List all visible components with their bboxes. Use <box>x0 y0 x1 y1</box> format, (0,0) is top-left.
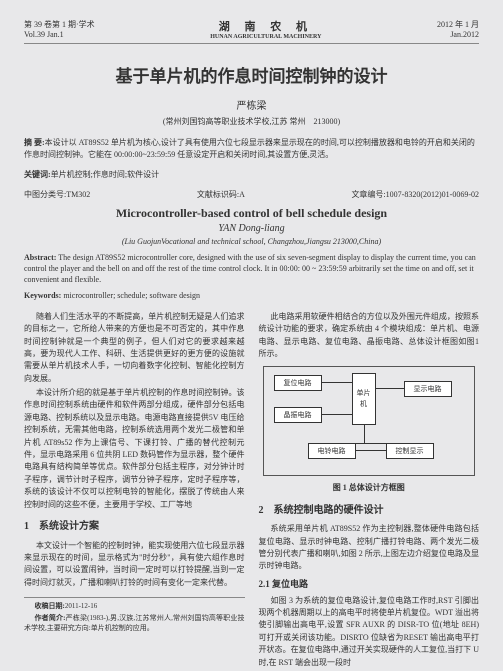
article-title-en: Microcontroller-based control of bell sc… <box>24 206 479 221</box>
abstract-en: Abstract: The design AT89S52 microcontro… <box>24 252 479 286</box>
journal-en: HUNAN AGRICULTURAL MACHINERY <box>210 34 321 40</box>
author-en: YAN Dong-liang <box>24 223 479 234</box>
article-no: 文章编号:1007-8320(2012)01-0069-02 <box>351 189 479 200</box>
page-header: 第 39 卷第 1 期·学术 Vol.39 Jan.1 湖 南 农 机 HUNA… <box>24 18 479 44</box>
header-date: 2012 年 1 月 Jan.2012 <box>437 19 479 39</box>
para: 本文设计一个智能的控制时钟，能实现使用六位七段显示器来显示现在的时间，显示格式为… <box>24 540 245 590</box>
para: 随着人们生活水平的不断提高，单片机控制无疑是人们追求的目标之一，它所给人带来的方… <box>24 311 245 385</box>
footer-info: 收稿日期:2011-12-16 作者简介:严栋梁(1983-),男,汉族,江苏常… <box>24 597 245 633</box>
clc: 中图分类号:TM302 <box>24 189 90 200</box>
abstract-cn-text: 本设计以 AT89S52 单片机为核心,设计了具有使用六位七段显示器来显示现在的… <box>24 138 475 159</box>
section-heading-1: 1 系统设计方案 <box>24 519 245 535</box>
keywords-cn-label: 关键词: <box>24 170 51 179</box>
box-display: 显示电路 <box>404 381 452 397</box>
header-volume: 第 39 卷第 1 期·学术 Vol.39 Jan.1 <box>24 19 95 39</box>
affiliation-en: (Liu GuojunVocational and technical scho… <box>24 237 479 246</box>
author-cn: 严栋梁 <box>24 97 479 112</box>
doc-code: 文献标识码:A <box>197 189 245 200</box>
connector <box>322 414 352 415</box>
subsection-heading-21: 2.1 复位电路 <box>259 578 480 592</box>
connector <box>364 425 365 443</box>
box-mcu: 单片机 <box>352 373 376 425</box>
figure-1-caption: 图 1 总体设计方框图 <box>259 482 480 494</box>
box-reset: 复位电路 <box>274 375 322 391</box>
keywords-cn: 关键词:单片机控制;作息时间;软件设计 <box>24 169 479 181</box>
box-bell: 电铃电路 <box>308 443 356 459</box>
affiliation-cn: (常州刘国钧高等职业技术学校,江苏 常州 213000) <box>24 116 479 127</box>
date-line-cn: 2012 年 1 月 <box>437 19 479 30</box>
vol-line-en: Vol.39 Jan.1 <box>24 30 95 39</box>
abstract-en-text: The design AT89S52 microcontroller core,… <box>24 253 476 284</box>
keywords-en: Keywords: microcontroller; schedule; sof… <box>24 290 479 301</box>
connector <box>376 388 404 389</box>
connector <box>322 382 352 383</box>
abstract-cn: 摘 要:本设计以 AT89S52 单片机为核心,设计了具有使用六位七段显示器来显… <box>24 137 479 161</box>
connector <box>332 443 396 444</box>
journal-name: 湖 南 农 机 HUNAN AGRICULTURAL MACHINERY <box>210 18 321 40</box>
right-column: 此电路采用软硬件相结合的方位以及外围元件组成，按照系统设计功能的要求，确定系统由… <box>259 311 480 671</box>
author-bio: 作者简介:严栋梁(1983-),男,汉族,江苏常州人,常州刘国钧高等职业技术学校… <box>24 614 245 634</box>
para: 此电路采用软硬件相结合的方位以及外围元件组成，按照系统设计功能的要求，确定系统由… <box>259 311 480 361</box>
para: 系统采用单片机 AT89S52 作为主控制器,整体硬件电路包括复位电路、显示时钟… <box>259 523 480 573</box>
left-column: 随着人们生活水平的不断提高，单片机控制无疑是人们追求的目标之一，它所给人带来的方… <box>24 311 245 671</box>
box-crystal: 晶振电路 <box>274 407 322 423</box>
vol-line-cn: 第 39 卷第 1 期·学术 <box>24 19 95 30</box>
keywords-en-label: Keywords: <box>24 291 61 300</box>
keywords-cn-text: 单片机控制;作息时间;软件设计 <box>51 170 159 179</box>
received-date: 收稿日期:2011-12-16 <box>24 602 245 612</box>
abstract-cn-label: 摘 要: <box>24 138 45 147</box>
abstract-en-label: Abstract: <box>24 253 56 262</box>
article-title-cn: 基于单片机的作息时间控制钟的设计 <box>24 62 479 87</box>
para: 本设计所介绍的就是基于单片机控制的作息时间控制钟。该作息时间控制系统由硬件和软件… <box>24 387 245 511</box>
section-heading-2: 2 系统控制电路的硬件设计 <box>259 503 480 519</box>
connector <box>356 450 386 451</box>
figure-1-diagram: 复位电路 晶振电路 单片机 显示电路 电铃电路 控制显示 <box>263 366 476 476</box>
body-columns: 随着人们生活水平的不断提高，单片机控制无疑是人们追求的目标之一，它所给人带来的方… <box>24 311 479 671</box>
para: 如图 3 为系统的复位电路设计,复位电路工作时,RST 引脚出现两个机器周期以上… <box>259 595 480 669</box>
box-ctrl: 控制显示 <box>386 443 434 459</box>
journal-cn: 湖 南 农 机 <box>219 21 313 33</box>
date-line-en: Jan.2012 <box>437 30 479 39</box>
keywords-en-text: microcontroller; schedule; software desi… <box>61 291 200 300</box>
meta-row: 中图分类号:TM302 文献标识码:A 文章编号:1007-8320(2012)… <box>24 189 479 200</box>
